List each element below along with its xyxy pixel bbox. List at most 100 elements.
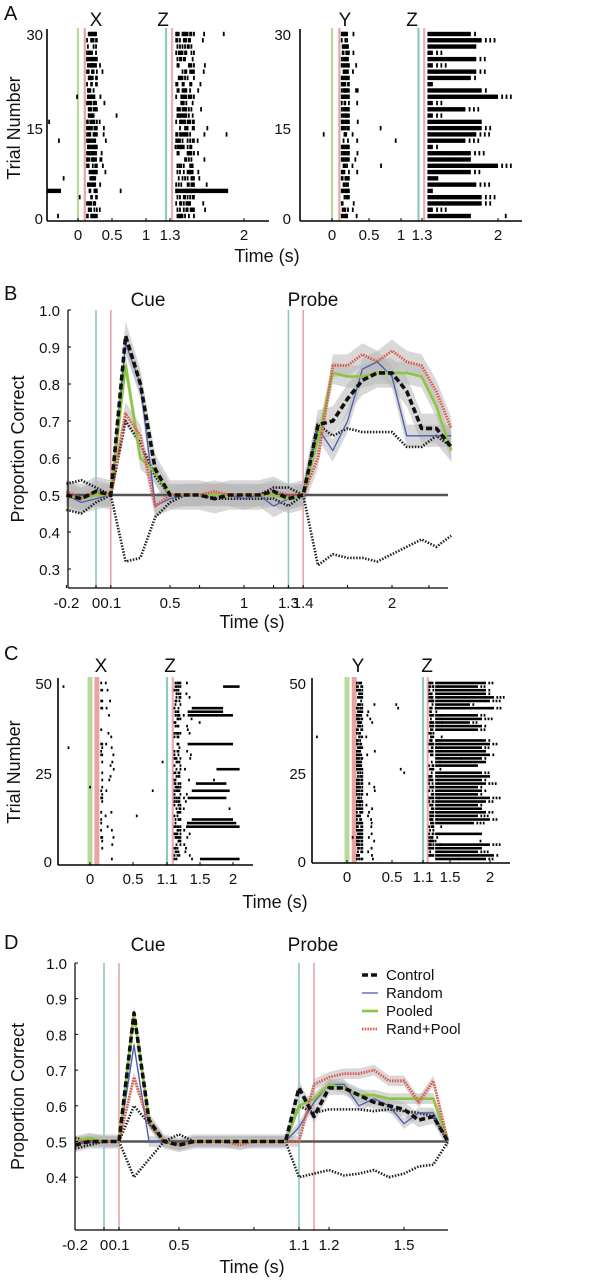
spike bbox=[342, 113, 345, 118]
spike bbox=[185, 69, 188, 74]
spike bbox=[190, 151, 193, 156]
spike bbox=[358, 703, 360, 706]
spike-burst bbox=[200, 857, 240, 861]
spike bbox=[356, 681, 358, 685]
spike bbox=[358, 710, 360, 714]
series-line-control bbox=[74, 1011, 450, 1147]
spike bbox=[176, 82, 179, 87]
spike bbox=[483, 850, 486, 854]
spike bbox=[186, 176, 189, 181]
spike bbox=[193, 125, 195, 131]
y-tick-label: 0.6 bbox=[46, 1099, 67, 1116]
spike bbox=[95, 69, 98, 74]
spike bbox=[430, 731, 432, 735]
spike bbox=[347, 188, 350, 194]
spike bbox=[342, 125, 345, 131]
spike bbox=[173, 832, 176, 836]
spike bbox=[356, 100, 359, 106]
spike bbox=[181, 82, 184, 87]
spike bbox=[361, 836, 364, 839]
spike bbox=[357, 696, 359, 699]
spike bbox=[174, 724, 177, 728]
spike bbox=[182, 56, 185, 62]
spike bbox=[181, 75, 184, 81]
spike bbox=[177, 742, 180, 746]
spike bbox=[181, 31, 184, 37]
spike bbox=[428, 692, 431, 696]
spike bbox=[101, 699, 104, 703]
spike bbox=[360, 757, 363, 760]
spike bbox=[177, 717, 180, 721]
spike bbox=[186, 681, 188, 685]
spike bbox=[184, 800, 187, 803]
spike bbox=[184, 44, 186, 49]
spike bbox=[430, 843, 432, 846]
trial-row bbox=[322, 132, 491, 137]
spike bbox=[428, 764, 431, 767]
spike bbox=[177, 818, 180, 821]
spike bbox=[394, 138, 397, 143]
spike bbox=[361, 717, 364, 721]
spike bbox=[89, 119, 92, 125]
y-tick-label: 1.0 bbox=[39, 303, 60, 320]
spike bbox=[173, 731, 176, 735]
spike bbox=[357, 789, 359, 793]
spike bbox=[373, 703, 376, 706]
spike bbox=[190, 144, 193, 150]
spike bbox=[430, 760, 433, 764]
panel-a-xlabel: Time (s) bbox=[234, 246, 299, 266]
spike bbox=[432, 767, 435, 771]
spike bbox=[184, 176, 186, 181]
trial-row bbox=[100, 742, 180, 746]
spike bbox=[493, 194, 496, 200]
spike bbox=[480, 793, 483, 796]
spike bbox=[354, 157, 357, 162]
spike bbox=[182, 94, 185, 99]
spike bbox=[429, 778, 432, 782]
spike bbox=[175, 775, 178, 778]
spike bbox=[359, 681, 362, 685]
spike-burst bbox=[191, 789, 230, 793]
spike bbox=[359, 821, 362, 825]
spike bbox=[360, 735, 363, 739]
spike bbox=[110, 746, 113, 749]
spike bbox=[101, 778, 104, 782]
spike bbox=[430, 785, 432, 789]
spike bbox=[431, 818, 434, 821]
trial-row bbox=[86, 201, 205, 206]
spike bbox=[432, 735, 435, 739]
spike bbox=[102, 132, 105, 137]
spike bbox=[176, 207, 179, 212]
x-tick-label: 0 bbox=[343, 869, 351, 886]
spike bbox=[357, 760, 359, 764]
spike bbox=[491, 811, 494, 814]
spike bbox=[186, 728, 189, 731]
spike bbox=[356, 685, 358, 688]
trial-row bbox=[340, 213, 507, 219]
spike bbox=[360, 728, 363, 731]
spike bbox=[179, 782, 182, 785]
trial-row bbox=[340, 125, 492, 131]
spike bbox=[357, 843, 359, 846]
spike bbox=[92, 138, 95, 143]
spike-raster bbox=[47, 31, 229, 219]
spike bbox=[361, 767, 364, 771]
spike bbox=[340, 151, 343, 156]
spike bbox=[483, 728, 486, 731]
trial-row bbox=[174, 724, 189, 728]
trial-row bbox=[173, 854, 191, 857]
spike bbox=[181, 88, 184, 93]
spike bbox=[101, 688, 104, 692]
spike bbox=[185, 38, 188, 43]
spike bbox=[78, 194, 81, 200]
spike bbox=[176, 832, 179, 836]
trial-row bbox=[356, 714, 486, 717]
spike-burst bbox=[435, 811, 486, 814]
spike bbox=[200, 107, 202, 112]
spike bbox=[174, 785, 177, 789]
spike bbox=[178, 796, 181, 800]
spike bbox=[191, 69, 194, 74]
spike bbox=[176, 169, 179, 175]
spike bbox=[361, 807, 364, 811]
spike bbox=[499, 696, 502, 699]
